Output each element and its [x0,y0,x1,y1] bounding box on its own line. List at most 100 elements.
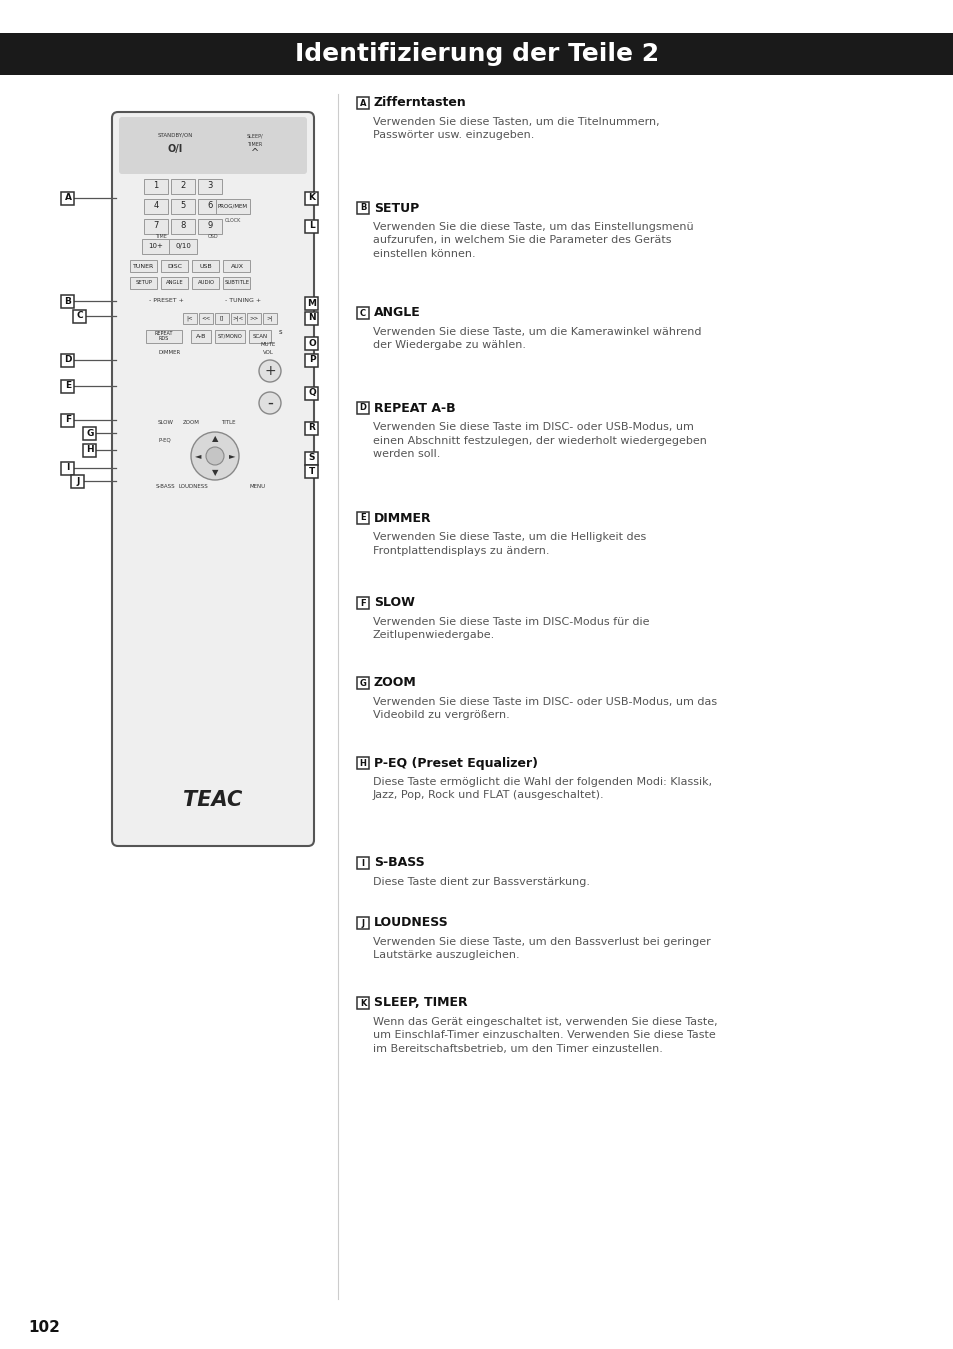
Bar [356,997,369,1009]
Text: B: B [65,297,71,305]
Bar [169,239,196,254]
Text: D: D [359,403,366,413]
Text: SCAN: SCAN [253,333,267,339]
Bar [161,260,189,272]
Bar [356,917,369,929]
Text: 7: 7 [153,221,158,231]
Bar [193,260,219,272]
Text: REPEAT A-B: REPEAT A-B [374,402,456,414]
Text: AUDIO: AUDIO [197,281,214,286]
Text: M: M [307,298,316,308]
Text: ▼: ▼ [212,468,218,478]
Bar [131,260,157,272]
Text: SETUP: SETUP [135,281,152,286]
Bar [356,677,369,689]
Bar [214,329,245,343]
Text: >|: >| [267,316,273,321]
Text: S: S [309,453,314,463]
Bar [131,277,157,289]
Text: Frontplattendisplays zu ändern.: Frontplattendisplays zu ändern. [373,545,549,556]
Text: Diese Taste dient zur Bassverstärkung.: Diese Taste dient zur Bassverstärkung. [373,877,589,888]
Text: G: G [86,429,93,437]
Text: s: s [278,329,281,335]
Text: 0/10: 0/10 [175,243,191,250]
Text: O/I: O/I [167,144,182,154]
Text: 6: 6 [207,201,213,210]
Text: DISC: DISC [168,263,182,268]
Text: E: E [360,514,365,522]
Bar [61,379,74,393]
Text: Identifizierung der Teile 2: Identifizierung der Teile 2 [294,42,659,66]
Text: ◄: ◄ [194,452,201,460]
Text: USB: USB [199,263,213,268]
Text: K: K [359,998,366,1008]
Text: Diese Taste ermöglicht die Wahl der folgenden Modi: Klassik,: Diese Taste ermöglicht die Wahl der folg… [373,777,711,786]
Text: DIMMER: DIMMER [374,511,431,525]
Bar [305,464,318,478]
Text: >>: >> [249,316,258,321]
Bar [84,444,96,456]
Text: TUNER: TUNER [133,263,154,268]
Bar [142,239,170,254]
Text: TEAC: TEAC [183,791,242,809]
Bar [305,452,318,464]
Text: LOUDNESS: LOUDNESS [178,483,208,488]
Text: N: N [308,313,315,322]
Text: SETUP: SETUP [374,201,418,214]
Text: STANDBY/ON: STANDBY/ON [157,132,193,138]
Text: 10+: 10+ [149,243,163,250]
Text: 3: 3 [207,182,213,190]
Text: Verwenden Sie diese Taste, um den Bassverlust bei geringer: Verwenden Sie diese Taste, um den Bassve… [373,938,710,947]
Text: MENU: MENU [250,483,266,488]
Text: im Bereitschaftsbetrieb, um den Timer einzustellen.: im Bereitschaftsbetrieb, um den Timer ei… [373,1044,662,1054]
Text: ZOOM: ZOOM [374,676,416,689]
Bar [144,219,168,233]
Text: REPEAT
RDS: REPEAT RDS [154,331,173,341]
Text: A-B: A-B [195,333,206,339]
Text: H: H [359,758,366,768]
Bar [356,308,369,318]
Text: 9: 9 [207,221,213,231]
Text: TITLE: TITLE [220,421,235,425]
Text: DIMMER: DIMMER [159,351,181,356]
Bar [199,313,213,324]
Text: S-BASS: S-BASS [374,857,424,870]
Text: TIME: TIME [155,233,167,239]
Text: einstellen können.: einstellen können. [373,250,476,259]
Text: H: H [86,445,93,455]
Text: Verwenden Sie diese Taste im DISC- oder USB-Modus, um das: Verwenden Sie diese Taste im DISC- oder … [373,697,717,707]
Text: OSD: OSD [208,233,218,239]
FancyBboxPatch shape [112,112,314,846]
Text: AUX: AUX [231,263,243,268]
Bar [61,192,74,205]
Bar [61,461,74,475]
Text: Verwenden Sie die diese Taste, um das Einstellungsmenü: Verwenden Sie die diese Taste, um das Ei… [373,223,693,232]
Text: 8: 8 [180,221,186,231]
Text: SLOW: SLOW [374,596,415,610]
Bar [247,313,261,324]
Text: K: K [308,193,315,202]
Text: Jazz, Pop, Rock und FLAT (ausgeschaltet).: Jazz, Pop, Rock und FLAT (ausgeschaltet)… [373,791,604,800]
Bar [356,598,369,608]
Text: Videobild zu vergrößern.: Videobild zu vergrößern. [373,711,509,720]
Text: Verwenden Sie diese Taste im DISC- oder USB-Modus, um: Verwenden Sie diese Taste im DISC- oder … [373,422,693,432]
Text: Passwörter usw. einzugeben.: Passwörter usw. einzugeben. [373,131,534,140]
Text: A: A [65,193,71,202]
Bar [305,336,318,349]
Text: CLOCK: CLOCK [225,219,241,224]
Bar [305,312,318,325]
Text: SLEEP/: SLEEP/ [246,134,263,139]
Text: ▲: ▲ [212,434,218,444]
Text: Verwenden Sie diese Tasten, um die Titelnummern,: Verwenden Sie diese Tasten, um die Titel… [373,117,659,127]
Bar [144,178,168,193]
Bar [0,32,953,76]
Bar [171,219,194,233]
Text: 5: 5 [180,201,186,210]
Text: Verwenden Sie diese Taste im DISC-Modus für die: Verwenden Sie diese Taste im DISC-Modus … [373,616,649,627]
Bar [356,857,369,869]
Text: T: T [309,467,314,475]
Text: TIMER: TIMER [247,142,262,147]
FancyBboxPatch shape [119,117,307,174]
Bar [305,387,318,399]
Text: Zeitlupenwiedergabe.: Zeitlupenwiedergabe. [373,630,495,641]
